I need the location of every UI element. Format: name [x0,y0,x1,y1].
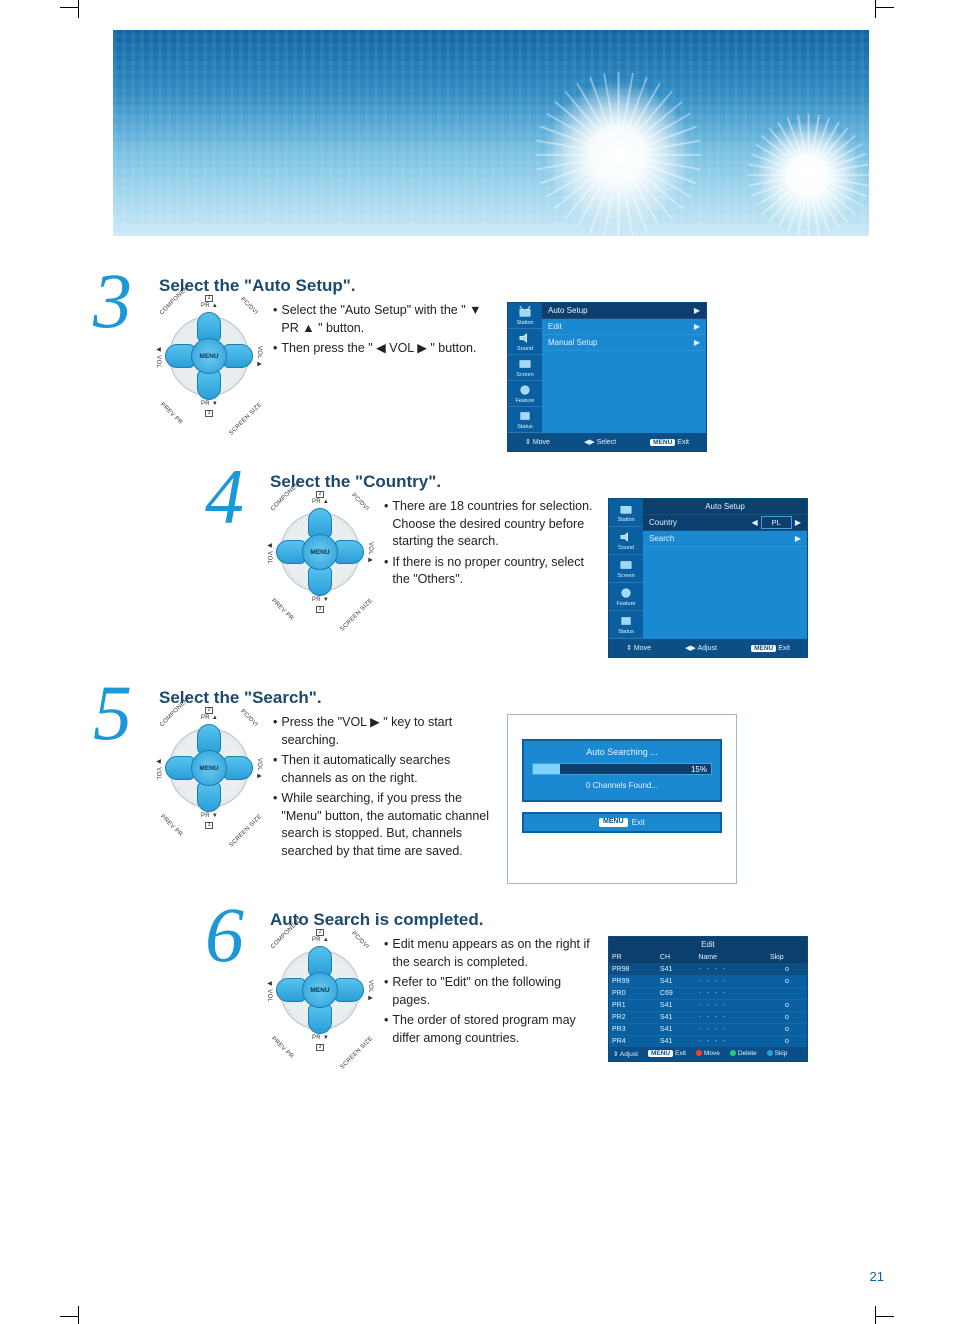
bullet-text: Then it automatically searches channels … [281,752,493,787]
sidebar-screen-icon: Screen [508,355,542,381]
step-text: There are 18 countries for selection. Ch… [384,498,594,658]
page-number: 21 [870,1269,884,1284]
bullet-text: Edit menu appears as on the right if the… [392,936,594,971]
osd-footer: ⇕ Move ◀▶ Select MENUExit [508,433,706,451]
osd-row-country: Country ◀PL▶ [643,515,807,531]
red-dot-icon [696,1050,702,1056]
osd-screen-edit: Edit PR CH Name Skip PR98S41- - - -oPR99… [608,936,808,1062]
step-title: Select the "Country". [270,472,884,492]
step-number: 5 [93,682,132,744]
remote-illustration: 2 PR ▲ COMPONENT PC/DVI ◀ VOL VOL ▶ MENU… [270,936,370,1062]
sidebar-status-icon: Status [609,611,643,639]
blue-dot-icon [767,1050,773,1056]
sidebar-station-icon: Station [508,303,542,329]
col-ch: CH [657,952,695,964]
step-number: 4 [205,466,244,528]
osd-row-edit: Edit▶ [542,319,706,335]
bullet-text: Refer to "Edit" on the following pages. [392,974,594,1009]
table-row: PR99S41- - - -o [609,976,807,988]
sidebar-sound-icon: Sound [508,329,542,355]
osd-footer: ⇕ Move ◀▶ Adjust MENUExit [609,639,807,657]
edit-table: PR CH Name Skip PR98S41- - - -oPR99S41- … [609,952,807,1047]
step-number: 3 [93,270,132,332]
osd-row-auto-setup: Auto Setup▶ [542,303,706,319]
table-row: PR2S41- - - -o [609,1012,807,1024]
osd-main: Auto Setup▶ Edit▶ Manual Setup▶ [542,303,706,433]
progress-bar: 15% [532,763,712,775]
col-pr: PR [609,952,657,964]
table-row: PR98S41- - - -o [609,964,807,976]
osd-sidebar: Station Sound Screen Feature Status [508,303,542,433]
step-text: Press the "VOL ▶ " key to start searchin… [273,714,493,863]
osd-screen-auto-setup: Station Sound Screen Feature Status Auto… [507,302,707,452]
edit-rows: PR98S41- - - -oPR99S41- - - -oPR0C69- - … [609,964,807,1048]
table-row: PR1S41- - - -o [609,1000,807,1012]
osd-footer: MENU Exit [522,812,722,833]
sidebar-feature-icon: Feature [609,583,643,611]
osd-main: Auto Setup Country ◀PL▶ Search▶ [643,499,807,639]
osd-screen-searching: Auto Searching ... 15% 0 Channels Found.… [507,714,737,884]
bullet-text: If there is no proper country, select th… [392,554,594,589]
green-dot-icon [730,1050,736,1056]
col-name: Name [695,952,767,964]
progress-fill [533,764,560,774]
step-text: Edit menu appears as on the right if the… [384,936,594,1062]
hero-banner [113,30,869,236]
dandelion-graphic [753,120,863,230]
bullet-text: Select the "Auto Setup" with the " ▼ PR … [281,302,493,337]
step-6: 6 Auto Search is completed. 2 PR ▲ COMPO… [85,910,884,1062]
remote-illustration: 2 PR ▲ COMPONENT PC/DVI ◀ VOL VOL ▶ MENU… [159,714,259,822]
sidebar-station-icon: Station [609,499,643,527]
table-row: PR0C69- - - - [609,988,807,1000]
sidebar-screen-icon: Screen [609,555,643,583]
bullet-text: While searching, if you press the "Menu"… [281,790,493,860]
step-number: 6 [205,904,244,966]
page: 3 Select the "Auto Setup". 2 PR ▲ COMPON… [85,30,884,1284]
step-5: 5 Select the "Search". 2 PR ▲ COMPONENT … [85,688,884,884]
step-title: Auto Search is completed. [270,910,884,930]
remote-illustration: 2 PR ▲ COMPONENT PC/DVI ◀ VOL VOL ▶ MENU… [159,302,259,410]
osd-edit-footer: ⇕ Adjust MENUExit Move Delete Skip [609,1047,807,1061]
searching-title: Auto Searching ... [586,747,658,757]
bullet-text: Press the "VOL ▶ " key to start searchin… [281,714,493,749]
sidebar-sound-icon: Sound [609,527,643,555]
dandelion-graphic [543,80,693,230]
channels-found: 0 Channels Found... [586,781,658,790]
bullet-text: Then press the " ◀ VOL ▶ " button. [281,340,476,358]
step-title: Select the "Auto Setup". [159,276,884,296]
osd-edit-header: Edit [609,937,807,952]
step-title: Select the "Search". [159,688,884,708]
step-4: 4 Select the "Country". 2 PR ▲ COMPONENT… [85,472,884,658]
remote-illustration: 2 PR ▲ COMPONENT PC/DVI ◀ VOL VOL ▶ MENU… [270,498,370,658]
osd-header: Auto Setup [643,499,807,515]
osd-row-manual-setup: Manual Setup▶ [542,335,706,351]
bullet-text: The order of stored program may differ a… [392,1012,594,1047]
col-skip: Skip [767,952,807,964]
osd-screen-country: Station Sound Screen Feature Status Auto… [608,498,808,658]
steps-container: 3 Select the "Auto Setup". 2 PR ▲ COMPON… [85,276,884,1062]
step-3: 3 Select the "Auto Setup". 2 PR ▲ COMPON… [85,276,884,452]
bullet-text: There are 18 countries for selection. Ch… [392,498,594,551]
progress-percent: 15% [691,764,707,776]
table-row: PR3S41- - - -o [609,1024,807,1036]
osd-row-search: Search▶ [643,531,807,547]
table-row: PR4S41- - - -o [609,1036,807,1048]
sidebar-feature-icon: Feature [508,381,542,407]
sidebar-status-icon: Status [508,407,542,433]
osd-sidebar: Station Sound Screen Feature Status [609,499,643,639]
step-text: Select the "Auto Setup" with the " ▼ PR … [273,302,493,361]
